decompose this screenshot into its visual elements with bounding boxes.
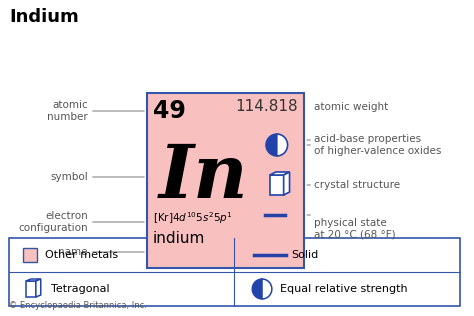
Text: 49: 49 — [153, 99, 186, 123]
Text: Other metals: Other metals — [45, 250, 118, 260]
Text: Solid: Solid — [292, 250, 319, 260]
Polygon shape — [26, 279, 41, 281]
Text: atomic weight: atomic weight — [314, 102, 388, 112]
Text: indium: indium — [153, 231, 205, 246]
Text: Indium: Indium — [9, 8, 79, 26]
Polygon shape — [270, 172, 290, 175]
Text: Tetragonal: Tetragonal — [51, 284, 109, 294]
Text: 114.818: 114.818 — [236, 99, 299, 114]
Text: acid-base properties
of higher-valence oxides: acid-base properties of higher-valence o… — [314, 134, 441, 156]
Bar — [9, 238, 460, 306]
Bar — [147, 93, 304, 268]
Bar — [26, 281, 36, 297]
Bar — [270, 175, 283, 195]
Text: name: name — [58, 247, 88, 257]
Wedge shape — [262, 279, 272, 299]
Polygon shape — [283, 172, 290, 195]
Text: Equal relative strength: Equal relative strength — [280, 284, 407, 294]
Text: crystal structure: crystal structure — [314, 180, 400, 190]
Wedge shape — [266, 134, 277, 156]
Text: © Encyclopaedia Britannica, Inc.: © Encyclopaedia Britannica, Inc. — [9, 301, 147, 310]
Polygon shape — [36, 279, 41, 297]
Text: In: In — [159, 141, 248, 213]
Text: [Kr]4$d^{10}$5$s^{2}$5$p^{1}$: [Kr]4$d^{10}$5$s^{2}$5$p^{1}$ — [153, 210, 233, 226]
Text: electron
configuration: electron configuration — [18, 211, 88, 233]
Text: symbol: symbol — [50, 172, 88, 182]
Wedge shape — [252, 279, 262, 299]
Text: physical state
at 20 °C (68 °F): physical state at 20 °C (68 °F) — [314, 218, 396, 240]
Text: atomic
number: atomic number — [47, 100, 88, 122]
Bar — [23, 248, 37, 262]
Wedge shape — [277, 134, 288, 156]
